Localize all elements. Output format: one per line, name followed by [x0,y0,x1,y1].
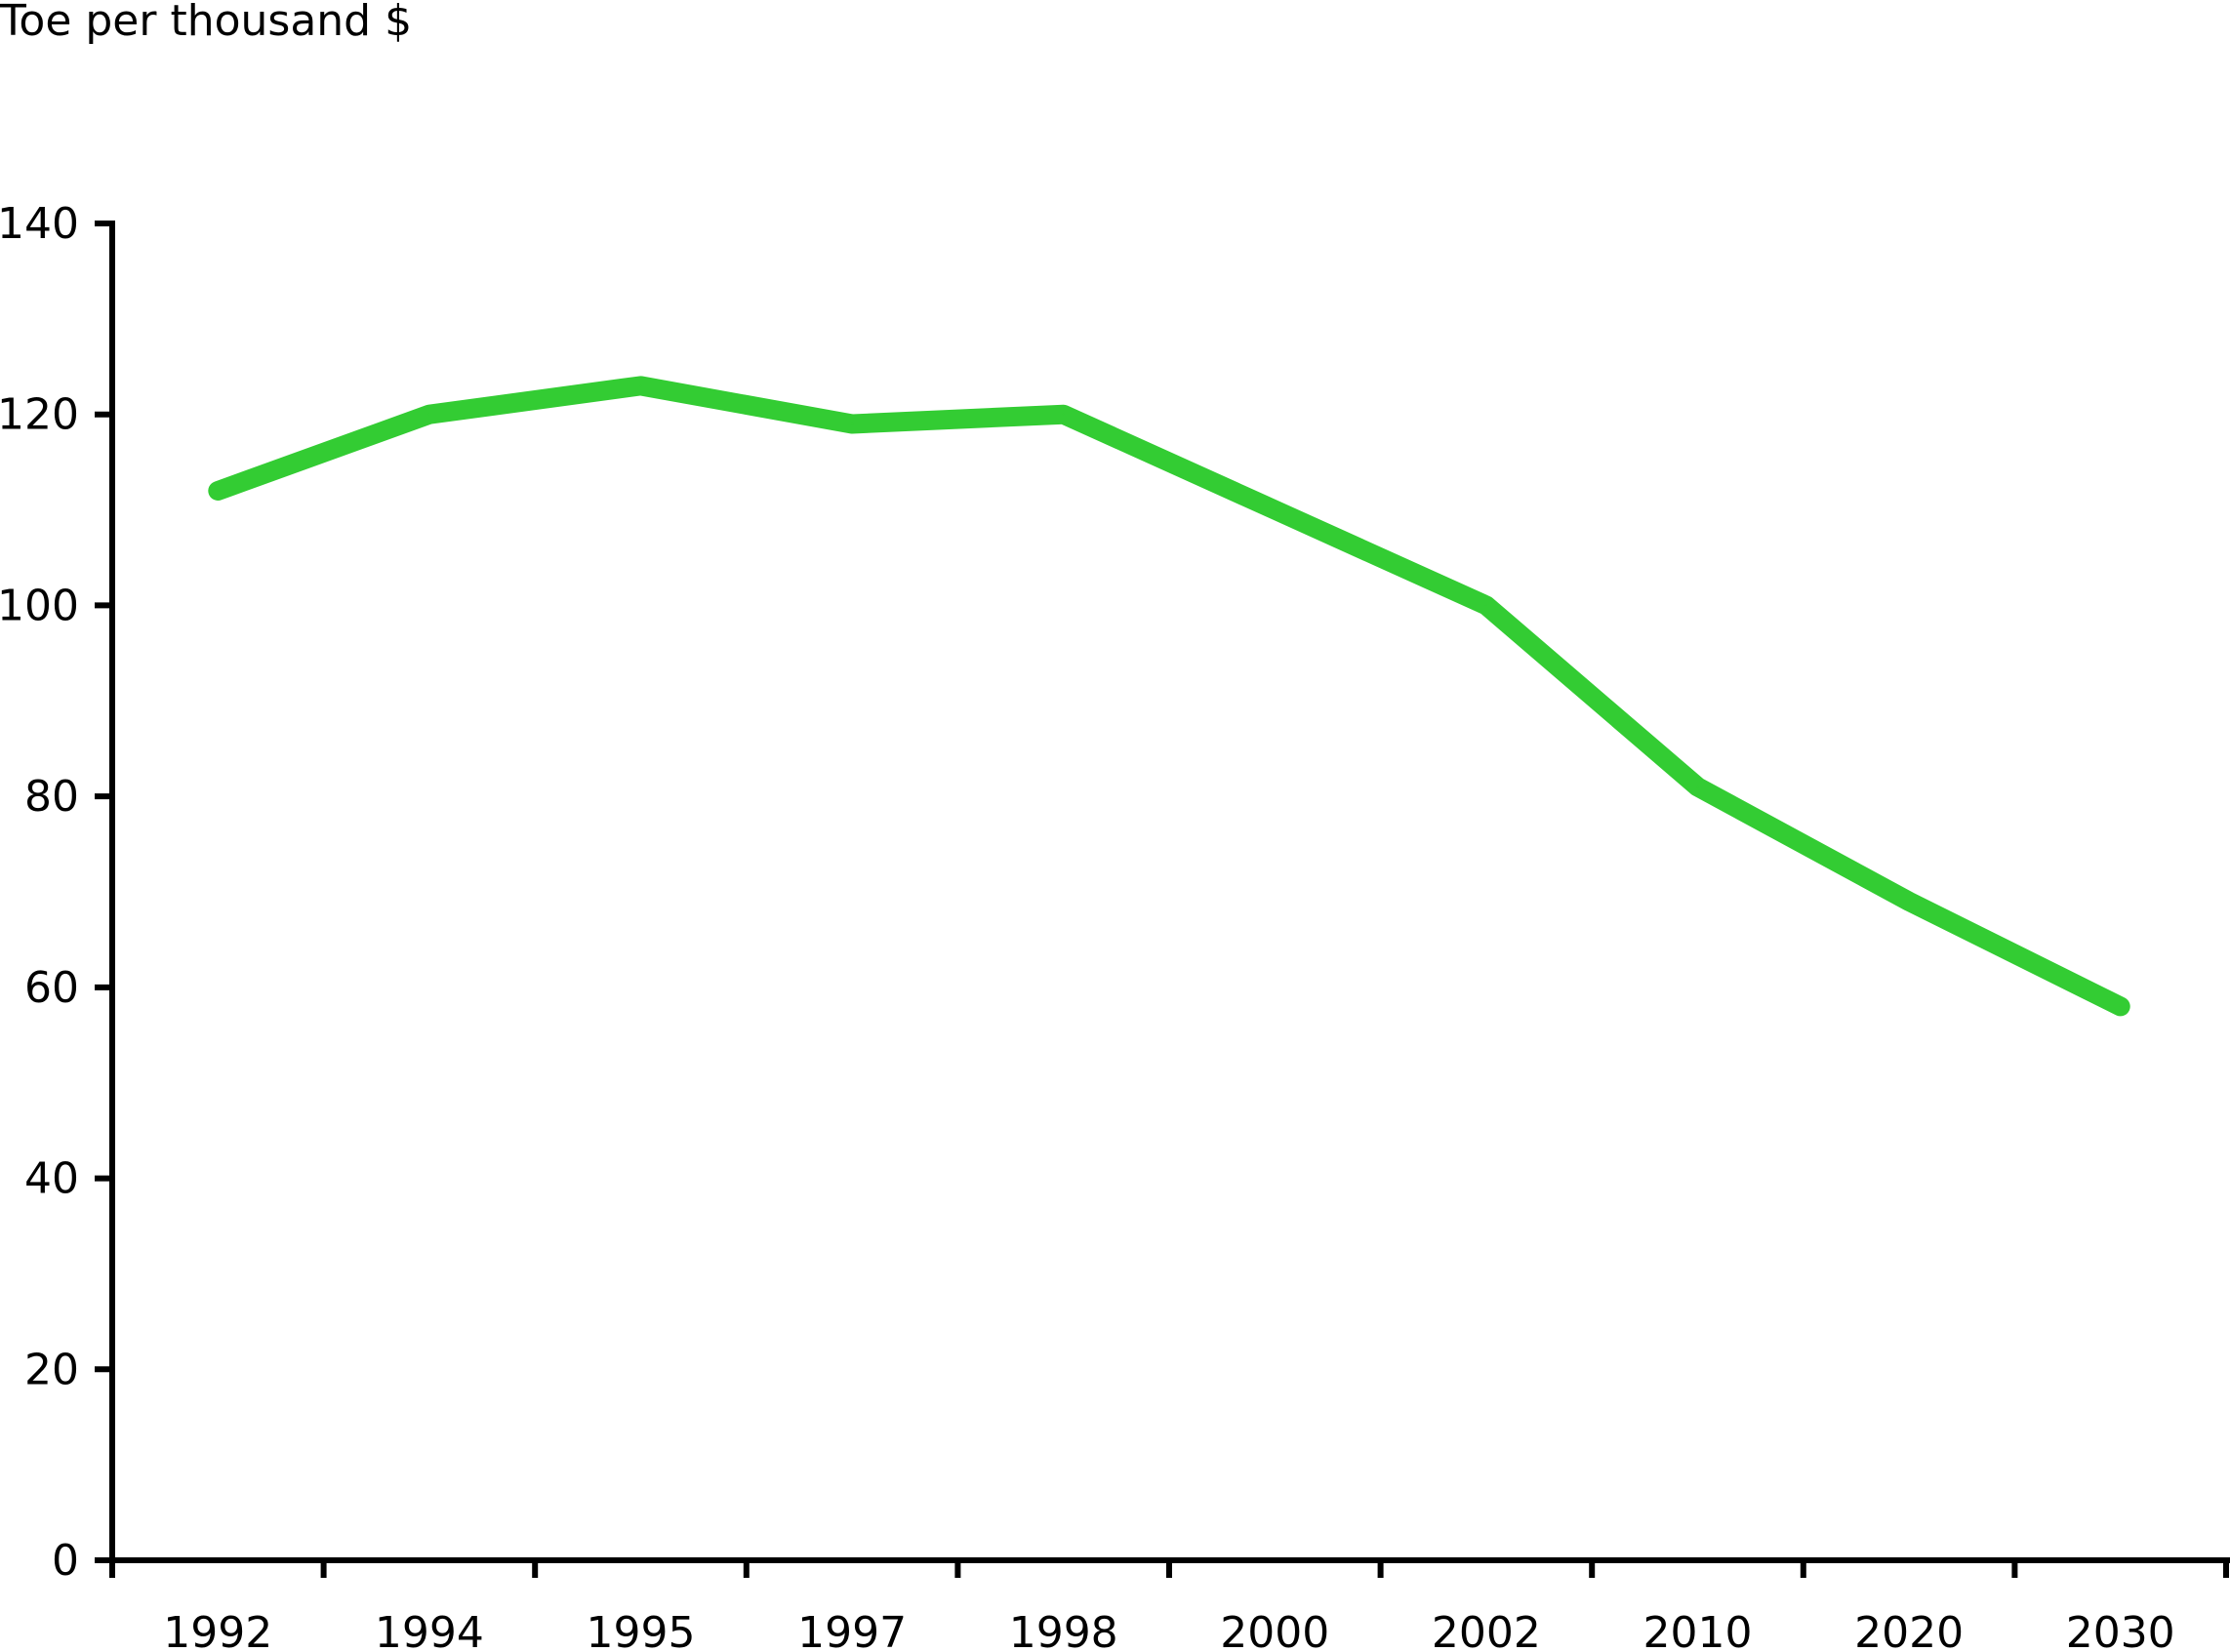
data-point [217,490,220,492]
y-tick-label: 80 [24,772,79,822]
data-point [1696,786,1699,788]
x-tick-label: 1994 [375,1608,484,1652]
x-tick-label: 1995 [587,1608,696,1652]
x-tick-label: 2000 [1220,1608,1329,1652]
y-axis-label: Toe per thousand $ [0,0,412,46]
y-tick-label: 100 [0,581,79,630]
data-point [1274,508,1277,511]
data-point [2119,1005,2122,1008]
y-tick-label: 120 [0,390,79,440]
x-tick-label: 1998 [1009,1608,1118,1652]
data-point [1484,604,1487,607]
data-point [1908,900,1911,903]
y-tick-label: 40 [24,1154,79,1204]
data-point [851,423,854,425]
x-tick-label: 2002 [1432,1608,1541,1652]
x-tick-label: 1992 [163,1608,272,1652]
data-point [639,384,642,387]
y-tick-label: 60 [24,963,79,1013]
series-line [208,376,2130,1017]
x-tick-label: 2010 [1643,1608,1753,1652]
y-tick-label: 0 [52,1536,79,1586]
x-tick-label: 2030 [2066,1608,2175,1652]
y-tick-label: 20 [24,1345,79,1394]
y-tick-label: 140 [0,199,79,249]
data-point [1062,413,1065,416]
data-point [427,413,430,416]
x-tick-label: 2020 [1854,1608,1964,1652]
x-tick-label: 1997 [797,1608,907,1652]
